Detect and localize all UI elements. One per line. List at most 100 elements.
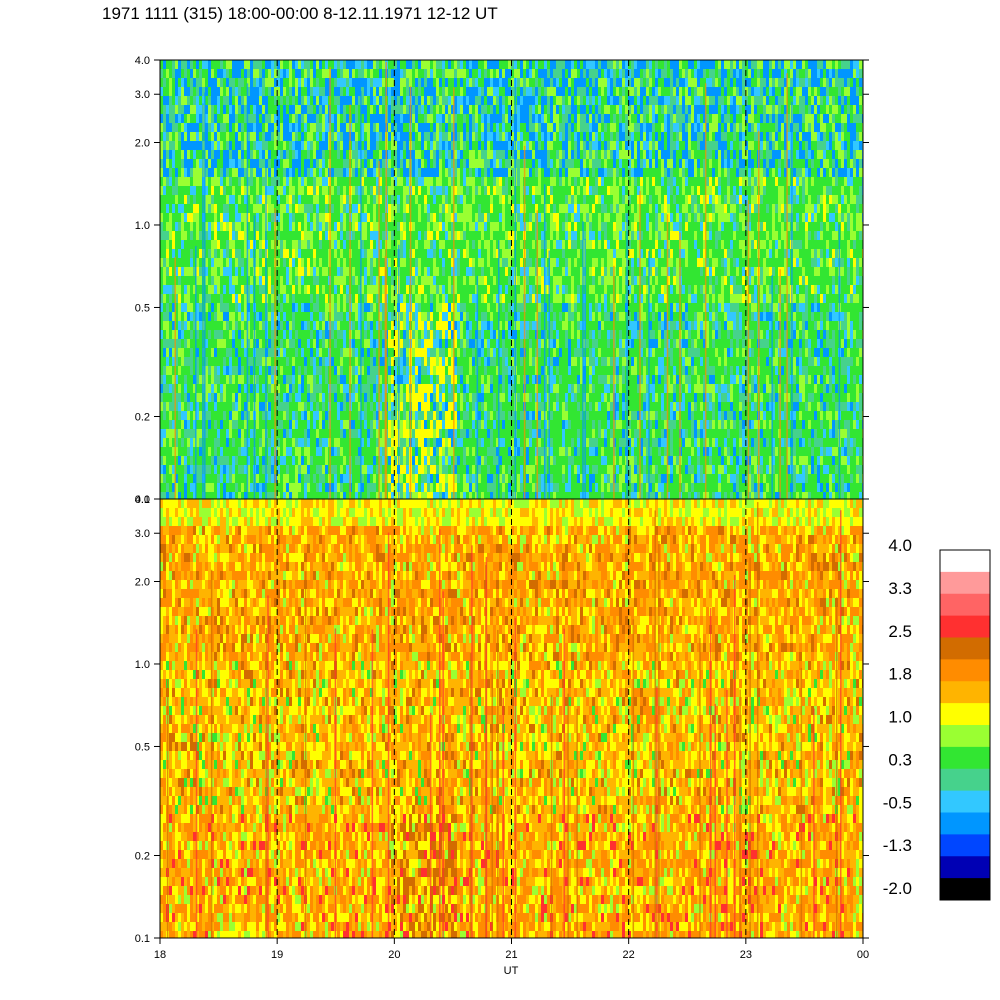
heatmap-cell — [313, 420, 316, 430]
heatmap-cell — [298, 321, 301, 331]
heatmap-cell — [319, 357, 322, 367]
heatmap-cell — [271, 276, 274, 286]
heatmap-cell — [430, 213, 433, 223]
heatmap-cell — [286, 177, 289, 187]
heatmap-cell — [217, 492, 220, 499]
heatmap-cell — [304, 348, 307, 358]
heatmap-cell — [223, 195, 226, 205]
heatmap-cell — [463, 60, 466, 70]
heatmap-cell — [184, 141, 187, 151]
heatmap-cell — [457, 492, 460, 499]
heatmap-cell — [310, 384, 313, 394]
heatmap-cell — [370, 258, 373, 268]
heatmap-cell — [433, 123, 436, 133]
heatmap-cell — [421, 141, 424, 151]
heatmap-cell — [406, 267, 409, 277]
heatmap-cell — [241, 411, 244, 421]
heatmap-cell — [283, 330, 286, 340]
heatmap-cell — [391, 429, 394, 439]
heatmap-cell — [427, 447, 430, 457]
heatmap-cell — [241, 159, 244, 169]
heatmap-cell — [430, 168, 433, 178]
heatmap-cell — [346, 285, 349, 295]
heatmap-cell — [403, 114, 406, 124]
heatmap-cell — [250, 330, 253, 340]
heatmap-cell — [310, 132, 313, 142]
heatmap-cell — [364, 402, 367, 412]
heatmap-cell — [406, 393, 409, 403]
heatmap-cell — [439, 60, 442, 70]
heatmap-cell — [220, 483, 223, 493]
heatmap-cell — [223, 204, 226, 214]
heatmap-cell — [271, 78, 274, 88]
heatmap-cell — [295, 105, 298, 115]
heatmap-cell — [340, 69, 343, 79]
heatmap-cell — [391, 339, 394, 349]
heatmap-cell — [382, 123, 385, 133]
heatmap-cell — [463, 204, 466, 214]
heatmap-cell — [250, 285, 253, 295]
heatmap-cell — [418, 465, 421, 475]
heatmap-cell — [406, 114, 409, 124]
heatmap-cell — [292, 258, 295, 268]
heatmap-cell — [445, 303, 448, 313]
heatmap-cell — [403, 240, 406, 250]
heatmap-cell — [424, 195, 427, 205]
heatmap-cell — [238, 123, 241, 133]
heatmap-cell — [286, 330, 289, 340]
heatmap-cell — [190, 105, 193, 115]
heatmap-cell — [457, 474, 460, 484]
heatmap-cell — [346, 357, 349, 367]
heatmap-cell — [178, 177, 181, 187]
heatmap-cell — [352, 213, 355, 223]
heatmap-cell — [229, 168, 232, 178]
heatmap-cell — [163, 177, 166, 187]
heatmap-cell — [223, 222, 226, 232]
heatmap-cell — [322, 132, 325, 142]
heatmap-cell — [322, 375, 325, 385]
heatmap-cell — [232, 429, 235, 439]
heatmap-cell — [322, 60, 325, 70]
heatmap-cell — [280, 213, 283, 223]
heatmap-cell — [298, 132, 301, 142]
heatmap-cell — [313, 483, 316, 493]
heatmap-cell — [415, 258, 418, 268]
heatmap-cell — [325, 249, 328, 259]
heatmap-cell — [208, 78, 211, 88]
heatmap-cell — [286, 96, 289, 106]
heatmap-cell — [319, 222, 322, 232]
heatmap-cell — [346, 249, 349, 259]
heatmap-cell — [430, 240, 433, 250]
heatmap-cell — [355, 312, 358, 322]
heatmap-cell — [340, 321, 343, 331]
heatmap-cell — [295, 78, 298, 88]
heatmap-cell — [388, 222, 391, 232]
heatmap-cell — [400, 303, 403, 313]
heatmap-cell — [316, 195, 319, 205]
heatmap-cell — [406, 492, 409, 499]
heatmap-cell — [166, 150, 169, 160]
heatmap-cell — [286, 123, 289, 133]
heatmap-cell — [223, 276, 226, 286]
heatmap-cell — [190, 60, 193, 70]
heatmap-cell — [292, 114, 295, 124]
heatmap-cell — [367, 492, 370, 499]
heatmap-cell — [412, 438, 415, 448]
heatmap-cell — [301, 60, 304, 70]
heatmap-cell — [292, 438, 295, 448]
heatmap-cell — [256, 87, 259, 97]
heatmap-cell — [184, 339, 187, 349]
heatmap-cell — [319, 402, 322, 412]
heatmap-cell — [325, 177, 328, 187]
heatmap-cell — [226, 411, 229, 421]
heatmap-cell — [418, 78, 421, 88]
heatmap-cell — [319, 186, 322, 196]
heatmap-cell — [412, 474, 415, 484]
heatmap-cell — [430, 231, 433, 241]
heatmap-cell — [364, 294, 367, 304]
heatmap-cell — [283, 465, 286, 475]
heatmap-cell — [295, 312, 298, 322]
heatmap-cell — [337, 384, 340, 394]
heatmap-cell — [184, 375, 187, 385]
heatmap-cell — [337, 483, 340, 493]
